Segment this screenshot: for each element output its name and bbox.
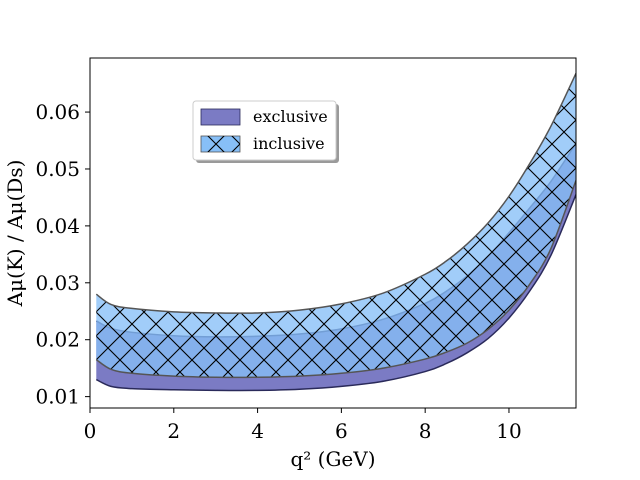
y-axis-label: Aμ(K) / Aμ(Ds) [3,160,27,308]
band-lower-edge-inclusive [95,180,576,379]
y-tick-label: 0.03 [35,271,80,295]
y-tick-label: 0.05 [35,157,80,181]
x-tick-label: 4 [251,419,264,443]
y-tick-label: 0.01 [35,385,80,409]
x-tick-label: 8 [419,419,432,443]
y-axis-ticks: 0.01 0.02 0.03 0.04 0.05 0.06 [35,100,90,409]
x-tick-label: 6 [335,419,348,443]
band-upper-edge-inclusive [95,73,576,314]
y-tick-label: 0.02 [35,328,80,352]
legend-label-exclusive: exclusive [253,107,328,126]
x-tick-label: 10 [496,419,521,443]
plot-frame [89,57,577,409]
legend-swatch-inclusive-hatch [201,136,240,152]
y-tick-label: 0.04 [35,214,80,238]
x-axis-ticks: 0 2 4 6 8 10 [84,408,522,443]
x-tick-label: 2 [167,419,180,443]
x-axis-label: q² (GeV) [290,447,375,471]
x-tick-label: 0 [84,419,97,443]
band-hatch-inclusive [96,73,576,378]
legend: exclusive inclusive [192,100,339,163]
band-lower-edge-exclusive [95,194,576,392]
legend-label-inclusive: inclusive [253,134,325,153]
y-tick-label: 0.06 [35,100,80,124]
bands-group [95,73,576,392]
legend-swatch-exclusive [200,108,241,126]
